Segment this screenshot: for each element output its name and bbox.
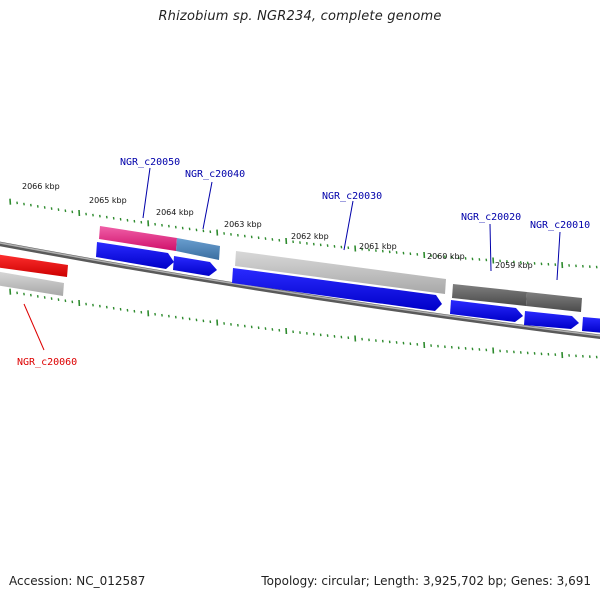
scale-labels: 2066 kbp 2065 kbp 2064 kbp 2063 kbp 2062… (22, 182, 533, 270)
gene-label-ngr-c20020[interactable]: NGR_c20020 (461, 212, 521, 223)
leader-line (343, 200, 354, 251)
gene-bar-ngr-c20040[interactable] (176, 238, 220, 260)
gene-bar-ngr-c20050[interactable] (99, 226, 177, 251)
cds-arrow[interactable] (450, 300, 523, 322)
genome-summary-text: Topology: circular; Length: 3,925,702 bp… (261, 574, 591, 588)
cds-arrow[interactable] (524, 311, 579, 329)
gene-features (0, 226, 582, 312)
kbp-label: 2065 kbp (89, 196, 127, 205)
gene-leader-lines (23, 167, 561, 351)
cds-arrow[interactable] (173, 256, 217, 276)
kbp-label: 2063 kbp (224, 220, 262, 229)
kbp-label: 2066 kbp (22, 182, 60, 191)
gene-label-ngr-c20060[interactable]: NGR_c20060 (17, 357, 77, 368)
gene-bar-ngr-c20030[interactable] (235, 251, 446, 294)
leader-line (142, 167, 151, 219)
gene-label-ngr-c20040[interactable]: NGR_c20040 (185, 169, 245, 180)
cds-arrows (96, 242, 600, 333)
kbp-label: 2061 kbp (359, 242, 397, 251)
gene-bar-ngr-c20060[interactable] (0, 254, 68, 277)
cds-arrow[interactable] (96, 242, 174, 269)
kbp-label: 2062 kbp (291, 232, 329, 241)
kbp-label: 2060 kbp (427, 252, 465, 261)
gene-bar-ngr-c20010[interactable] (526, 292, 582, 312)
leader-line (556, 231, 561, 281)
leader-line (489, 223, 492, 272)
gene-label-ngr-c20010[interactable]: NGR_c20010 (530, 220, 590, 231)
scale-track-upper (9, 198, 598, 269)
kbp-label: 2059 kbp (495, 261, 533, 270)
kbp-label: 2064 kbp (156, 208, 194, 217)
genome-title: Rhizobium sp. NGR234, complete genome (158, 9, 442, 24)
genome-backbone (0, 241, 600, 340)
genome-backbone-highlight (0, 242, 600, 337)
gene-label-ngr-c20050[interactable]: NGR_c20050 (120, 157, 180, 168)
gene-label-ngr-c20030[interactable]: NGR_c20030 (322, 191, 382, 202)
cds-arrow[interactable] (232, 268, 442, 311)
accession-text: Accession: NC_012587 (9, 574, 146, 588)
leader-line (23, 303, 45, 351)
gene-bar-ngr-c20060-lower (0, 271, 64, 296)
scale-track-lower (9, 288, 598, 359)
cds-arrow[interactable] (582, 317, 600, 333)
gene-labels: NGR_c20050 NGR_c20040 NGR_c20030 NGR_c20… (17, 157, 590, 368)
leader-line (202, 181, 213, 230)
gene-bar-ngr-c20020[interactable] (452, 284, 527, 306)
